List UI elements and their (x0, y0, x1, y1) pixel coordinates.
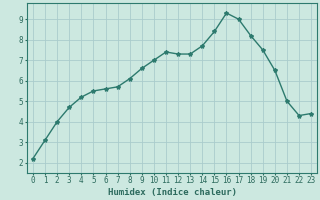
X-axis label: Humidex (Indice chaleur): Humidex (Indice chaleur) (108, 188, 236, 197)
